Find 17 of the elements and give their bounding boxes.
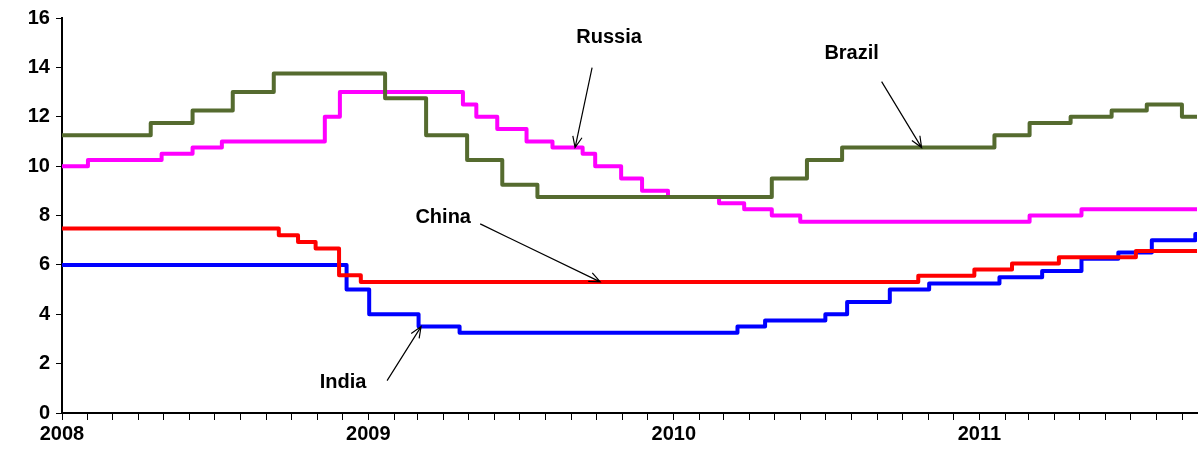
x-tick-label: 2011 bbox=[957, 421, 1002, 444]
annotation: India bbox=[319, 370, 368, 393]
annotation: Russia bbox=[576, 25, 643, 48]
y-tick-label: 0 bbox=[38, 400, 50, 423]
y-tick-label: 14 bbox=[27, 54, 51, 77]
y-tick-label: 12 bbox=[27, 104, 50, 127]
y-tick-label: 16 bbox=[27, 5, 50, 28]
y-tick-label: 10 bbox=[27, 153, 50, 176]
x-tick-label: 2010 bbox=[651, 421, 697, 444]
x-tick-label: 2009 bbox=[346, 421, 391, 444]
annotation: China bbox=[415, 205, 472, 228]
y-tick-label: 6 bbox=[38, 252, 50, 275]
y-tick-label: 4 bbox=[38, 301, 51, 324]
y-tick-label: 8 bbox=[38, 203, 50, 226]
x-tick-label: 2008 bbox=[39, 421, 85, 444]
y-tick-label: 2 bbox=[38, 351, 50, 374]
annotation: Brazil bbox=[824, 41, 879, 64]
